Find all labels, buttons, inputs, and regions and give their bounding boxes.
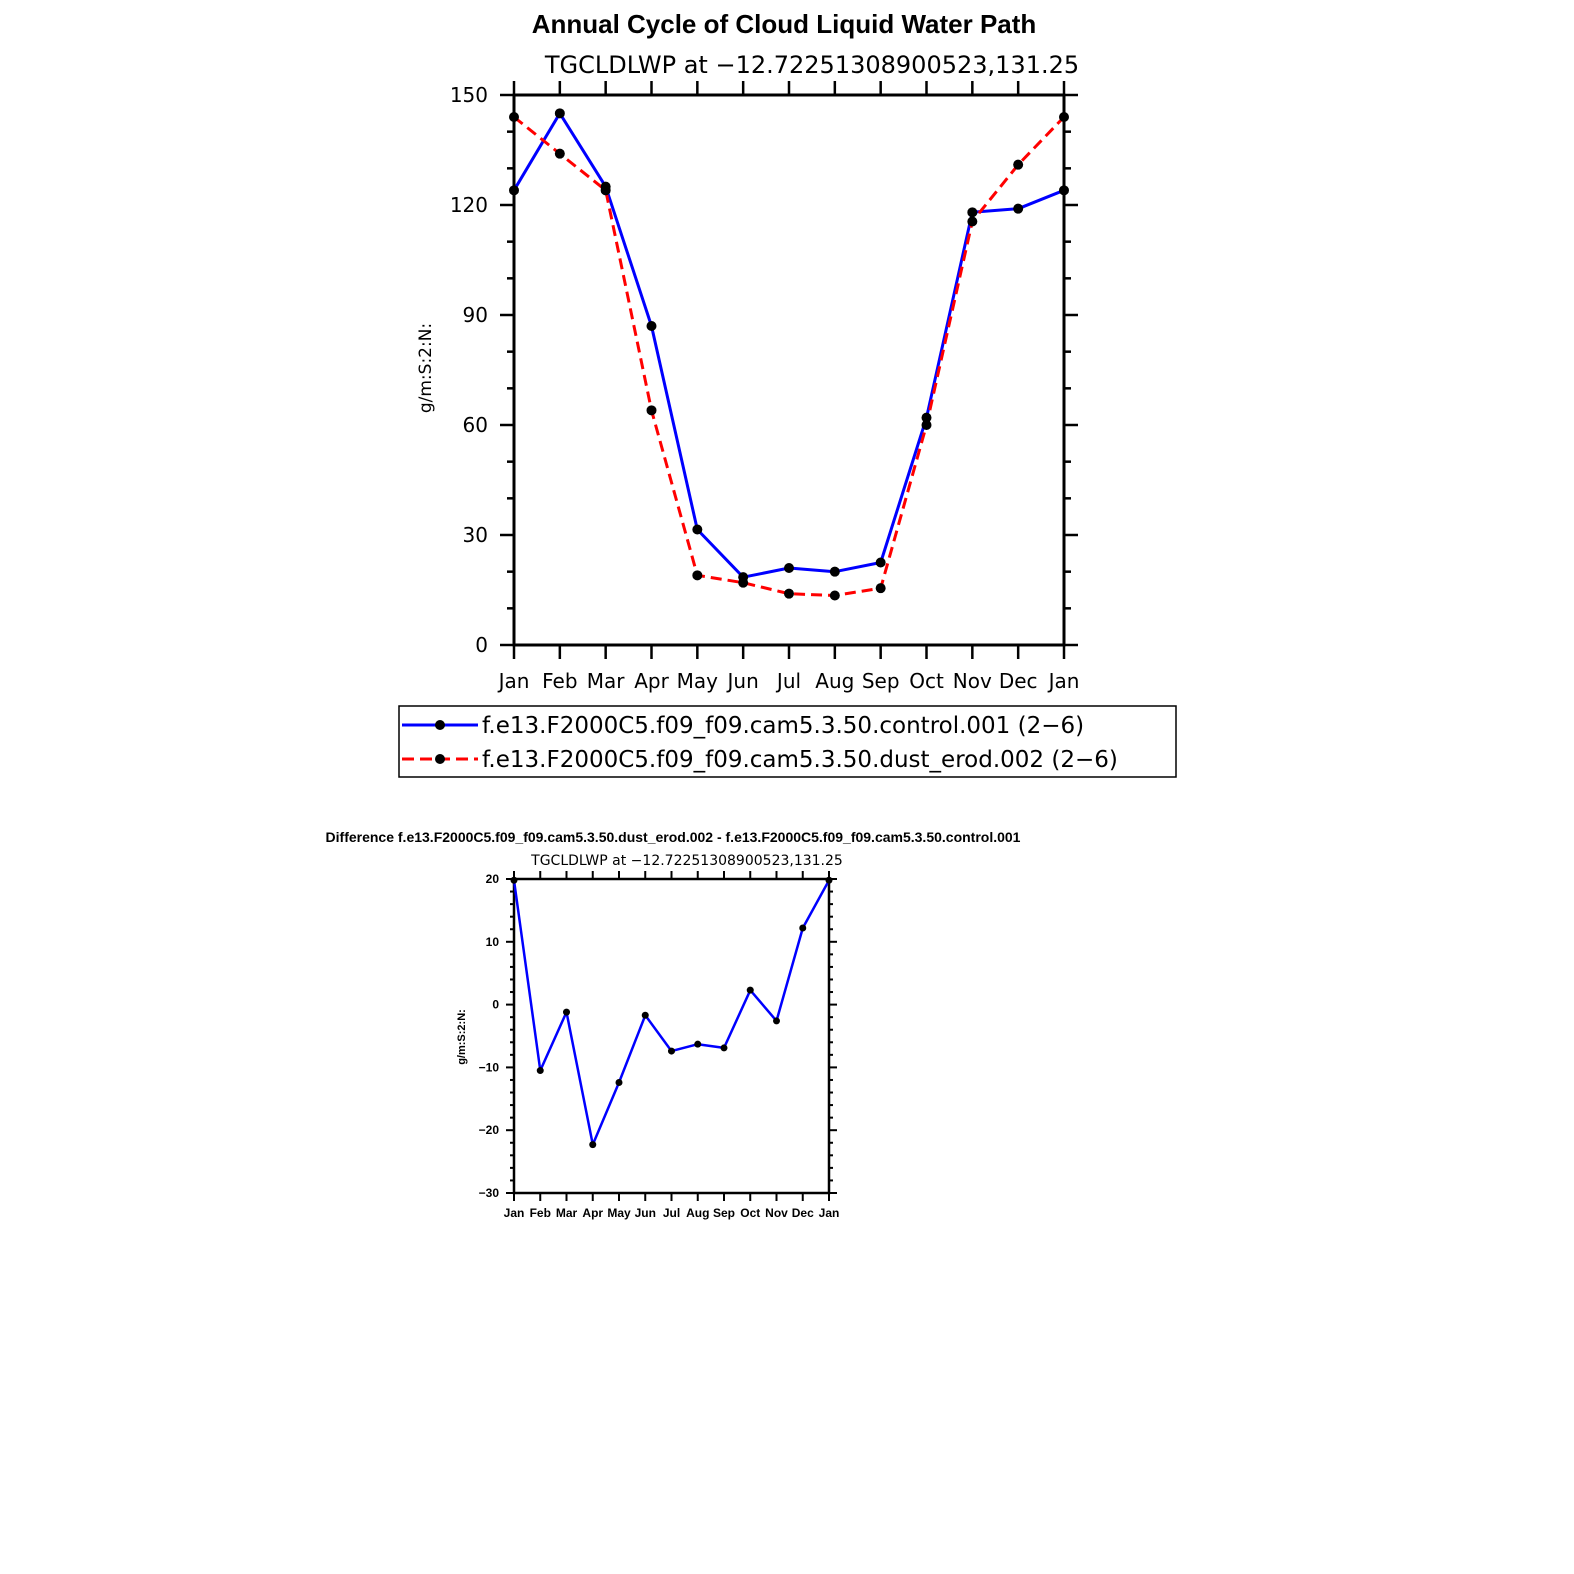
diff-series-0-marker — [641, 1011, 649, 1019]
main-y-axis-label: g/m:S:2:N: — [416, 323, 436, 413]
main-series-0-marker — [1013, 203, 1024, 214]
main-axes: 0 30 60 90 120 150 Jan Feb Mar Apr May Jun Jul Aug Sep… — [450, 81, 1080, 693]
diff-series-0-marker — [589, 1141, 597, 1149]
legend-label-control: f.e13.F2000C5.f09_f09.cam5.3.50.control.… — [482, 713, 1084, 739]
diff-series-0-marker — [668, 1047, 675, 1055]
diff-series-0-marker — [563, 1008, 570, 1016]
main-ytick-label: 0 — [475, 633, 488, 657]
main-series-0-marker — [692, 524, 703, 535]
diff-ytick-label: 20 — [486, 872, 500, 886]
main-series-0-marker — [784, 563, 794, 573]
diff-xtick-label: Feb — [530, 1206, 551, 1220]
main-series-1-marker — [921, 420, 932, 430]
diff-ytick-label: −10 — [479, 1060, 500, 1074]
main-xtick-label: May — [677, 669, 719, 693]
diff-xtick-label: Apr — [582, 1206, 603, 1220]
main-series-0-marker — [967, 207, 978, 218]
diff-xtick-label: Sep — [713, 1206, 735, 1220]
main-xtick-label: Nov — [953, 669, 992, 693]
diff-chart-subtitle: TGCLDLWP at −12.72251308900523,131.25 — [530, 853, 843, 869]
main-xtick-label: Jan — [497, 669, 530, 693]
diff-xtick-label: May — [607, 1206, 631, 1220]
diff-series-0-marker — [799, 924, 807, 932]
main-series-1-marker — [1013, 159, 1024, 170]
diff-series-0-marker — [615, 1078, 623, 1086]
main-series-0-marker — [554, 108, 565, 119]
diff-xtick-label: Jan — [819, 1206, 840, 1220]
legend-marker-dust-erod — [435, 754, 445, 764]
diff-series-0-marker — [510, 876, 518, 884]
main-xtick-label: Feb — [542, 669, 577, 693]
main-ytick-label: 30 — [463, 523, 488, 547]
main-series-0-marker — [921, 412, 932, 423]
main-series-1-marker — [967, 216, 978, 227]
main-chart-title: Annual Cycle of Cloud Liquid Water Path — [532, 9, 1037, 39]
main-xtick-label: Aug — [815, 669, 854, 693]
diff-xtick-label: Aug — [686, 1206, 709, 1220]
diff-xtick-label: Oct — [740, 1206, 760, 1220]
diff-xtick-label: Jan — [504, 1206, 525, 1220]
main-series-1-marker — [600, 185, 611, 196]
diff-series-0-marker — [694, 1040, 702, 1048]
legend: f.e13.F2000C5.f09_f09.cam5.3.50.control.… — [398, 705, 1177, 778]
main-series-1-marker — [692, 570, 703, 581]
main-series-1-marker — [784, 588, 794, 599]
diff-ytick-label: 0 — [492, 998, 499, 1012]
diff-series-0-marker — [746, 986, 754, 994]
diff-y-axis-label: g/m:S:2:N: — [456, 1009, 468, 1065]
main-series-1-marker — [554, 148, 565, 159]
main-series-1-marker — [829, 590, 840, 601]
main-series-line-1 — [513, 115, 1066, 597]
main-series-0-marker — [1059, 185, 1069, 196]
main-xtick-label: Jan — [1047, 669, 1080, 693]
main-xtick-label: Jul — [775, 669, 801, 693]
main-series-0-marker — [509, 185, 519, 196]
main-ytick-label: 90 — [463, 303, 488, 327]
diff-plot-frame — [512, 877, 831, 1195]
legend-frame — [398, 705, 1177, 778]
main-series-1-marker — [646, 405, 657, 416]
main-series-layer — [509, 108, 1069, 601]
main-chart-subtitle: TGCLDLWP at −12.72251308900523,131.25 — [544, 51, 1079, 79]
diff-xtick-label: Jun — [635, 1206, 656, 1220]
diff-xtick-label: Nov — [765, 1206, 788, 1220]
main-series-0-marker — [829, 566, 840, 577]
diff-series-0-marker — [825, 876, 833, 884]
diff-series-0-marker — [773, 1017, 780, 1025]
main-xtick-label: Jun — [726, 669, 759, 693]
main-xtick-label: Mar — [587, 669, 626, 693]
annual-cycle-chart: Annual Cycle of Cloud Liquid Water Path … — [416, 9, 1079, 693]
main-xtick-label: Oct — [909, 669, 944, 693]
main-series-1-marker — [738, 577, 749, 588]
main-series-0-marker — [646, 321, 657, 331]
diff-xtick-label: Mar — [556, 1206, 578, 1220]
diff-chart-title: Difference f.e13.F2000C5.f09_f09.cam5.3.… — [326, 829, 1021, 845]
diff-xtick-label: Jul — [663, 1206, 680, 1220]
legend-marker-control — [435, 720, 445, 730]
main-series-1-marker — [509, 112, 519, 122]
diff-series-layer — [510, 876, 833, 1149]
main-plot-frame — [512, 93, 1066, 647]
main-series-0-marker — [875, 557, 886, 568]
main-xtick-label: Dec — [999, 669, 1038, 693]
main-xtick-label: Sep — [862, 669, 900, 693]
diff-axes: −30 −20 −10 0 10 20 Jan Feb Mar Apr May Jun Jul Aug Se… — [479, 871, 840, 1220]
difference-chart: Difference f.e13.F2000C5.f09_f09.cam5.3.… — [326, 829, 1021, 1220]
main-ytick-label: 150 — [450, 83, 488, 107]
diff-series-0-marker — [536, 1067, 544, 1075]
main-xtick-label: Apr — [634, 669, 669, 693]
diff-series-line-0 — [512, 879, 831, 1146]
main-series-1-marker — [875, 583, 886, 594]
diff-ytick-label: 10 — [486, 935, 500, 949]
main-series-1-marker — [1059, 112, 1069, 122]
diff-ytick-label: −30 — [479, 1186, 500, 1200]
legend-label-dust-erod: f.e13.F2000C5.f09_f09.cam5.3.50.dust_ero… — [482, 747, 1118, 773]
diff-xtick-label: Dec — [792, 1206, 814, 1220]
diff-ytick-label: −20 — [479, 1123, 500, 1137]
main-ytick-label: 60 — [463, 413, 488, 437]
diff-series-0-marker — [720, 1044, 728, 1052]
main-ytick-label: 120 — [450, 193, 488, 217]
